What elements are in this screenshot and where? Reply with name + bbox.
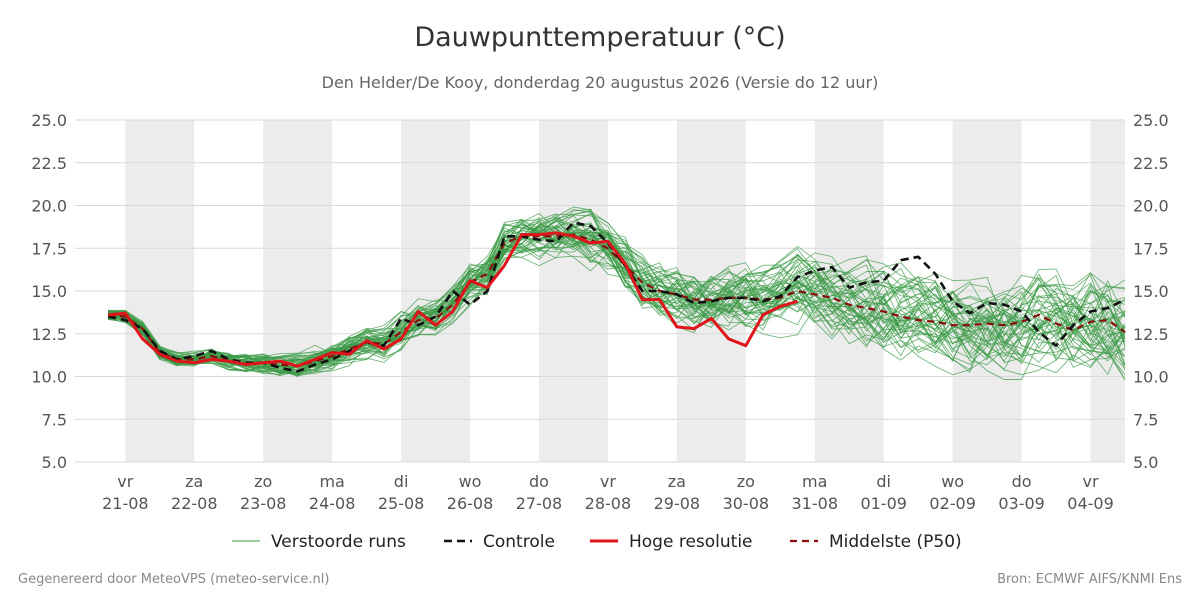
ensemble-run-line [108, 218, 1126, 365]
x-tick-date: 27-08 [516, 494, 563, 513]
x-tick-date: 22-08 [171, 494, 218, 513]
x-tick-day: zo [737, 472, 755, 491]
legend-control-label: Controle [483, 532, 555, 552]
x-tick-day: di [394, 472, 409, 491]
legend: Verstoorde runs Controle Hoge resolutie Mid… [232, 532, 962, 552]
x-tick-date: 21-08 [102, 494, 149, 513]
x-tick-day: za [668, 472, 686, 491]
x-tick-date: 04-09 [1067, 494, 1114, 513]
y-tick-label: 7.5 [42, 410, 67, 429]
legend-hires-label: Hoge resolutie [629, 532, 753, 552]
x-tick-day: ma [802, 472, 827, 491]
y-tick-label: 22.5 [1133, 154, 1169, 173]
legend-median-label: Middelste (P50) [829, 532, 962, 552]
ensemble-run-line [108, 206, 1126, 370]
x-tick-date: 28-08 [585, 494, 632, 513]
x-tick-date: 31-08 [792, 494, 839, 513]
y-tick-label: 12.5 [31, 325, 67, 344]
y-tick-label: 7.5 [1133, 410, 1158, 429]
x-tick-date: 29-08 [654, 494, 701, 513]
footer-source: Bron: ECMWF AIFS/KNMI Ens [997, 572, 1182, 587]
y-tick-label: 10.0 [1133, 368, 1169, 387]
y-tick-label: 12.5 [1133, 325, 1169, 344]
x-tick-date: 24-08 [309, 494, 356, 513]
y-axis-right: 5.0 7.5 10.0 12.5 15.0 17.5 20.0 22.5 25.0 [1133, 111, 1169, 472]
ensemble-run-line [108, 219, 1126, 368]
median-line [107, 233, 1126, 368]
x-tick-day: wo [941, 472, 964, 491]
x-tick-day: wo [459, 472, 482, 491]
y-tick-label: 5.0 [1133, 453, 1158, 472]
chart-title: Dauwpunttemperatuur (°C) [414, 22, 786, 53]
x-tick-day: vr [117, 472, 133, 491]
y-tick-label: 20.0 [31, 197, 67, 216]
y-tick-label: 20.0 [1133, 197, 1169, 216]
ensemble-run-line [107, 226, 1126, 364]
ensemble-run-line [108, 226, 1126, 375]
ensemble-run-line [108, 242, 1126, 376]
x-tick-date: 02-09 [929, 494, 976, 513]
x-tick-date: 03-09 [998, 494, 1045, 513]
y-axis-left: 5.0 7.5 10.0 12.5 15.0 17.5 20.0 22.5 25.0 [31, 111, 67, 472]
footer-generator: Gegenereerd door MeteoVPS (meteo-service… [18, 572, 330, 587]
x-tick-date: 25-08 [378, 494, 425, 513]
x-tick-date: 01-09 [860, 494, 907, 513]
main-series [107, 221, 1126, 373]
y-tick-label: 17.5 [31, 239, 67, 258]
y-tick-label: 15.0 [31, 282, 67, 301]
x-tick-day: do [1012, 472, 1032, 491]
y-tick-label: 17.5 [1133, 239, 1169, 258]
ensemble-run-line [108, 232, 1126, 375]
y-tick-label: 22.5 [31, 154, 67, 173]
hires-line [107, 231, 798, 368]
y-tick-label: 5.0 [42, 453, 67, 472]
x-tick-day: vr [1083, 472, 1099, 491]
x-tick-date: 26-08 [447, 494, 494, 513]
x-tick-date: 23-08 [240, 494, 287, 513]
x-tick-day: do [529, 472, 549, 491]
ensemble-run-line [108, 217, 1126, 369]
x-tick-day: za [185, 472, 203, 491]
y-tick-label: 25.0 [1133, 111, 1169, 130]
x-tick-day: di [876, 472, 891, 491]
y-tick-label: 15.0 [1133, 282, 1169, 301]
x-tick-day: zo [254, 472, 272, 491]
x-tick-day: ma [319, 472, 344, 491]
x-tick-day: vr [600, 472, 616, 491]
x-axis: vr 21-08 za 22-08 zo 23-08 ma 24-08 di 25-08 wo 26-… [102, 472, 1114, 513]
x-tick-date: 30-08 [723, 494, 770, 513]
y-tick-label: 25.0 [31, 111, 67, 130]
y-tick-label: 10.0 [31, 368, 67, 387]
legend-ensemble-label: Verstoorde runs [271, 532, 406, 552]
chart-subtitle: Den Helder/De Kooy, donderdag 20 augustu… [321, 73, 879, 92]
